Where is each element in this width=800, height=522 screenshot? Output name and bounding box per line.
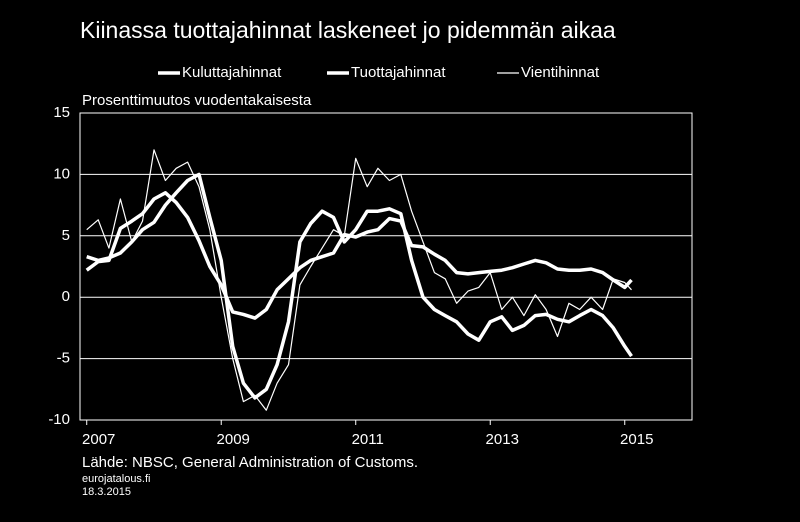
legend-label: Vientihinnat (521, 64, 600, 81)
series-line (86, 172, 633, 400)
y-axis-label: Prosenttimuutos vuodentakaisesta (82, 92, 312, 109)
y-tick-label: 10 (53, 165, 70, 182)
series-line (86, 149, 632, 411)
x-tick-label: 2009 (217, 431, 250, 448)
site: eurojatalous.fi (82, 473, 151, 485)
legend-label: Kuluttajahinnat (182, 64, 282, 81)
x-tick-label: 2015 (620, 431, 653, 448)
y-tick-label: -5 (57, 350, 70, 367)
y-tick-label: -10 (48, 411, 70, 428)
x-tick-label: 2013 (486, 431, 519, 448)
source: Lähde: NBSC, General Administration of C… (82, 454, 418, 471)
x-tick-label: 2011 (352, 431, 384, 448)
y-tick-label: 15 (53, 104, 70, 121)
y-tick-label: 0 (62, 288, 70, 305)
y-tick-label: 5 (62, 227, 70, 244)
series-line (85, 191, 633, 320)
legend-label: Tuottajahinnat (351, 64, 446, 81)
x-tick-label: 2007 (82, 431, 115, 448)
date: 18.3.2015 (82, 486, 131, 498)
chart-title: Kiinassa tuottajahinnat laskeneet jo pid… (80, 17, 616, 43)
